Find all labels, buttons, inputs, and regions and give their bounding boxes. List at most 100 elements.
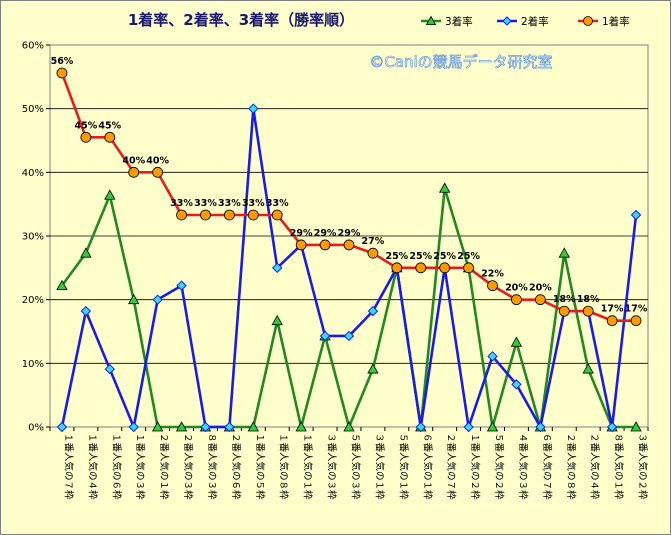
x-tick-label: ６番人気の１枠 <box>421 433 433 500</box>
data-point <box>534 294 546 306</box>
data-point <box>630 421 642 432</box>
data-point <box>319 239 331 251</box>
x-tick-label: ４番人気の３枠 <box>517 433 529 500</box>
data-point <box>630 209 642 221</box>
data-point <box>223 209 235 221</box>
x-tick-label: ２番人気の８枠 <box>565 433 577 500</box>
y-tick-label: 0% <box>28 423 44 434</box>
x-tick-label: ５番人気の２枠 <box>493 433 505 500</box>
data-point <box>248 103 259 114</box>
data-point <box>128 293 140 305</box>
x-tick-label: ２番人気の６枠 <box>230 433 242 500</box>
data-label: 40% <box>146 155 169 166</box>
data-point <box>272 262 283 274</box>
data-point <box>247 209 259 221</box>
y-tick-label: 50% <box>22 104 44 115</box>
data-label: 27% <box>362 236 385 247</box>
data-point <box>487 351 498 362</box>
x-tick-label: １番人気の５枠 <box>254 433 266 500</box>
data-point <box>176 280 187 291</box>
data-label: 25% <box>457 251 480 262</box>
watermark-text: ©Caniの競馬データ研究室 <box>369 53 552 71</box>
y-tick-label: 10% <box>22 359 44 370</box>
x-tick-label: １番人気の４枠 <box>86 433 98 500</box>
data-point <box>463 262 475 274</box>
series-3 <box>56 67 642 327</box>
data-point <box>128 166 140 178</box>
chart-title: 1着率、2着率、3着率（勝率順） <box>128 11 354 29</box>
series-layer <box>56 67 642 433</box>
data-label: 17% <box>625 304 648 315</box>
data-point <box>391 262 403 274</box>
data-point <box>319 330 331 342</box>
data-point <box>439 182 451 193</box>
data-point <box>295 239 307 251</box>
data-point <box>343 421 355 432</box>
legend-label: 2着率 <box>521 15 549 28</box>
data-point <box>224 421 235 433</box>
x-tick-label: ８番人気の３枠 <box>206 433 218 500</box>
data-point <box>510 336 523 347</box>
y-tick-label: 60% <box>22 41 44 52</box>
x-tick-label: １番人気の１枠 <box>302 433 314 500</box>
x-tick-label: １番人気の３枠 <box>134 433 146 500</box>
data-point <box>200 421 211 433</box>
data-point <box>175 421 188 432</box>
data-point <box>367 363 379 374</box>
x-tick-label: １番人気の８枠 <box>278 433 290 500</box>
x-tick-label: ２番人気の４枠 <box>589 433 601 500</box>
data-label: 25% <box>433 251 456 262</box>
data-point <box>463 421 474 433</box>
data-point <box>56 421 68 433</box>
data-point <box>271 314 283 326</box>
x-tick-label: ２番人気の７枠 <box>445 433 457 500</box>
legend-marker <box>583 16 593 26</box>
x-tick-label: ６番人気の７枠 <box>541 433 553 500</box>
data-label: 29% <box>338 228 361 239</box>
data-label: 33% <box>242 198 265 209</box>
data-label: 25% <box>385 251 408 262</box>
data-point <box>582 363 594 374</box>
data-label: 29% <box>290 228 313 239</box>
x-tick-label: １番人気の７枠 <box>62 433 74 500</box>
x-tick-label: ３番人気の２枠 <box>637 433 649 500</box>
legend-marker <box>502 16 512 26</box>
data-label: 33% <box>266 198 289 209</box>
legend-label: 1着率 <box>602 15 630 28</box>
data-point <box>558 247 570 258</box>
data-label: 20% <box>529 283 552 294</box>
data-label: 56% <box>51 56 74 67</box>
data-label: 33% <box>218 198 241 209</box>
data-point <box>486 421 499 432</box>
data-label: 33% <box>194 198 217 209</box>
data-point <box>104 363 116 375</box>
x-tick-label: ５番人気の３枠 <box>350 433 362 500</box>
data-label: 18% <box>553 294 576 305</box>
data-point <box>151 421 164 432</box>
data-point <box>200 209 211 221</box>
x-tick-label: ２番人気の３枠 <box>182 433 194 500</box>
data-point <box>56 67 68 79</box>
data-point <box>104 189 116 200</box>
y-tick-label: 40% <box>22 168 44 179</box>
data-label: 33% <box>170 198 193 209</box>
data-point <box>606 315 618 327</box>
data-labels: 56%45% 45%40% 40%33% 33% 33% 33% 33%29% 29% 29%2… <box>51 56 648 315</box>
x-tick-label: ２番人気の１枠 <box>158 433 170 500</box>
y-tick-label: 30% <box>22 232 44 243</box>
data-point <box>582 305 594 317</box>
data-point <box>511 379 522 390</box>
data-point <box>487 280 498 292</box>
x-tick-label: ３番人気の３枠 <box>326 433 338 500</box>
data-point <box>247 421 259 432</box>
x-axis: １番人気の７枠 １番人気の４枠 １番人気の６枠 １番人気の３枠 ２番人気の１枠 ２番人気の… <box>49 427 649 500</box>
data-point <box>56 279 68 291</box>
x-tick-label: ５番人気の１枠 <box>397 433 409 500</box>
data-label: 29% <box>314 228 337 239</box>
data-point <box>343 239 355 251</box>
data-point <box>80 247 92 258</box>
data-label: 45% <box>75 120 98 131</box>
data-point <box>511 294 522 306</box>
